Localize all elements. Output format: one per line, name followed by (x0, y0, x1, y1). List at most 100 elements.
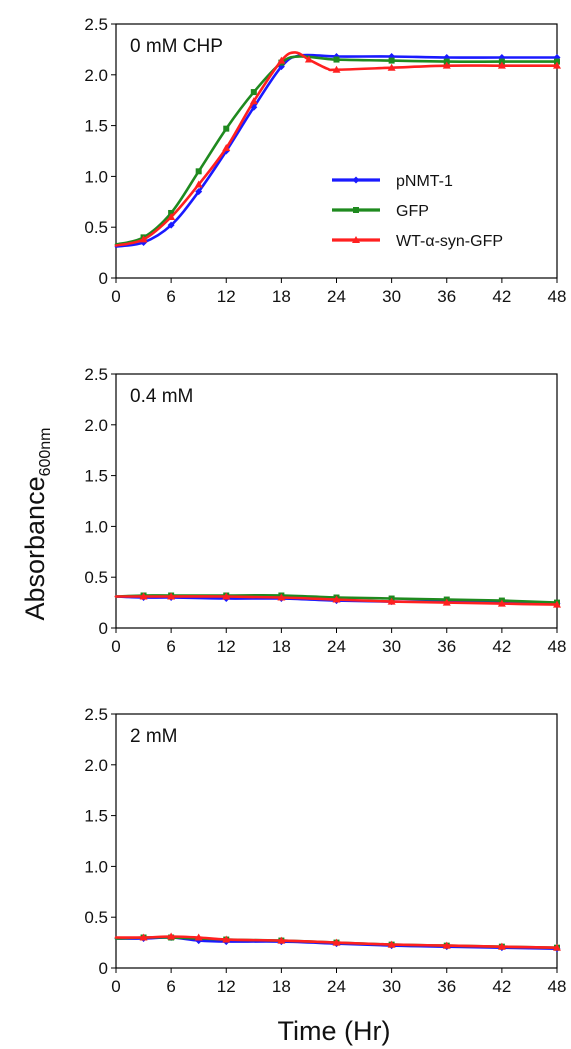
x-tick-label: 42 (492, 977, 511, 996)
x-tick-label: 0 (111, 977, 120, 996)
y-tick-label: 2.5 (84, 705, 108, 724)
data-point (497, 942, 506, 950)
legend-marker (352, 236, 360, 243)
plot-frame (115, 373, 558, 629)
y-tick-label: 1.0 (84, 167, 108, 186)
y-tick-label: 2.5 (84, 15, 108, 34)
x-tick-label: 30 (382, 977, 401, 996)
data-point (168, 209, 175, 216)
y-axis-title: Absorbance600nm (20, 427, 54, 620)
x-tick-label: 6 (166, 977, 175, 996)
data-point (553, 61, 561, 69)
data-point (387, 597, 396, 605)
chart-panel-2: 0 6 12 18 24 30 36 42 48 0 0.5 1.0 1.5 2.0 2.5 0.4 mM (84, 365, 566, 656)
data-point (167, 932, 176, 940)
panel-label: 0 mM CHP (130, 36, 223, 57)
legend-label: WT-α-syn-GFP (396, 233, 503, 250)
y-tick-label: 1.5 (84, 807, 108, 826)
x-tick-label: 30 (382, 637, 401, 656)
x-tick-label: 42 (492, 637, 511, 656)
y-tick-label: 0.5 (84, 908, 108, 927)
chart-panel-3: 0 6 12 18 24 30 36 42 48 0 0.5 1.0 1.5 2.0 2.5 2 mM (84, 705, 566, 996)
legend: pNMT-1 GFP WT-α-syn-GFP (332, 173, 503, 250)
x-tick-label: 12 (217, 637, 236, 656)
x-tick-label: 12 (217, 977, 236, 996)
x-tick-label: 36 (437, 287, 456, 306)
data-point (304, 55, 313, 63)
y-tick-label: 0 (99, 269, 108, 288)
y-tick-label: 0 (99, 619, 108, 638)
x-tick-label: 48 (548, 977, 567, 996)
x-tick-label: 48 (548, 287, 567, 306)
data-point (167, 221, 175, 229)
x-tick-label: 0 (111, 287, 120, 306)
x-tick-label: 24 (327, 287, 346, 306)
data-point (277, 936, 286, 944)
data-point (277, 56, 286, 64)
data-point (222, 935, 231, 943)
legend-marker (353, 207, 359, 213)
x-tick-label: 42 (492, 287, 511, 306)
panel-label: 2 mM (130, 726, 178, 747)
x-tick-label: 30 (382, 287, 401, 306)
data-point (223, 125, 230, 132)
data-point (553, 600, 561, 608)
x-tick-label: 18 (272, 287, 291, 306)
data-point (139, 933, 148, 941)
data-point (222, 592, 231, 600)
y-tick-label: 1.5 (84, 467, 108, 486)
data-point (387, 940, 396, 948)
data-point (249, 97, 258, 105)
data-point (139, 235, 148, 243)
data-point (333, 56, 340, 63)
data-point (497, 61, 506, 69)
data-point (222, 143, 231, 151)
chart-panel-1: 0 6 12 18 24 30 36 42 48 0 0.5 1.0 1.5 2.0 2.5 0 mM CHP… (84, 15, 566, 306)
data-point (554, 58, 560, 65)
y-tick-label: 1.0 (84, 517, 108, 536)
legend-label: pNMT-1 (396, 173, 453, 190)
data-point (332, 938, 341, 946)
y-tick-label: 2.0 (84, 66, 108, 85)
series-line-3 (114, 595, 559, 606)
legend-label: GFP (396, 203, 429, 220)
y-tick-label: 2.5 (84, 365, 108, 384)
data-point (443, 58, 450, 65)
y-axis-title-main: Absorbance (20, 476, 50, 620)
y-axis-title-subscript: 600nm (37, 427, 54, 476)
data-point (498, 58, 505, 65)
data-point (442, 598, 451, 606)
data-point (167, 213, 176, 221)
data-point (194, 933, 203, 941)
data-point (388, 57, 395, 64)
data-point (497, 599, 506, 607)
x-tick-label: 24 (327, 977, 346, 996)
panel-label: 0.4 mM (130, 386, 193, 407)
data-point (277, 593, 286, 601)
x-tick-label: 36 (437, 637, 456, 656)
y-tick-label: 0.5 (84, 218, 108, 237)
x-tick-label: 12 (217, 287, 236, 306)
data-point (194, 180, 203, 188)
x-tick-label: 6 (166, 637, 175, 656)
y-tick-label: 2.0 (84, 756, 108, 775)
data-point (332, 65, 341, 73)
data-point (442, 61, 451, 69)
x-tick-label: 18 (272, 637, 291, 656)
y-tick-label: 0.5 (84, 568, 108, 587)
data-point (277, 63, 285, 71)
data-point (250, 89, 257, 96)
plot-frame (115, 713, 558, 969)
data-point (139, 592, 148, 600)
x-axis-title: Time (Hr) (278, 1016, 391, 1046)
x-tick-label: 0 (111, 637, 120, 656)
x-tick-label: 18 (272, 977, 291, 996)
series-line-2 (114, 55, 559, 246)
x-tick-label: 24 (327, 637, 346, 656)
x-tick-label: 6 (166, 287, 175, 306)
data-point (442, 941, 451, 949)
data-point (195, 168, 202, 175)
data-point (387, 63, 396, 71)
data-point (167, 592, 176, 600)
